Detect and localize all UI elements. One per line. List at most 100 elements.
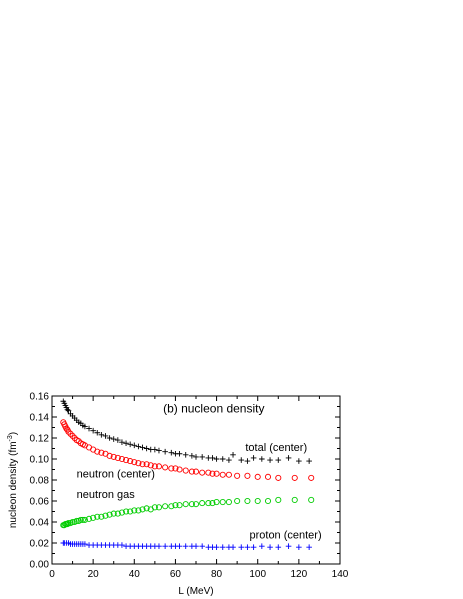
data-point	[114, 454, 121, 462]
data-point	[64, 406, 71, 413]
x-tick-label: 60	[170, 569, 182, 580]
data-point	[67, 430, 74, 437]
data-point	[152, 446, 158, 453]
data-point	[114, 510, 121, 517]
data-point	[115, 437, 121, 443]
data-point	[151, 504, 158, 511]
data-point	[230, 452, 236, 458]
data-point	[106, 452, 113, 459]
data-point	[213, 470, 220, 477]
data-point	[106, 435, 113, 441]
data-point	[238, 544, 245, 550]
data-point	[139, 506, 146, 513]
data-point	[94, 429, 101, 436]
data-point	[79, 516, 86, 523]
panel-title: (b) nucleon density	[163, 401, 264, 415]
data-point	[275, 496, 282, 504]
data-point	[162, 543, 168, 549]
data-point	[244, 458, 251, 464]
data-point	[209, 500, 216, 507]
data-point	[205, 500, 212, 507]
data-point	[98, 432, 105, 438]
series-3	[60, 540, 312, 550]
data-point	[168, 503, 175, 510]
data-point	[85, 515, 93, 522]
data-point	[82, 423, 88, 430]
data-point	[162, 503, 169, 510]
data-point	[110, 436, 117, 442]
data-point	[162, 448, 168, 455]
data-point	[296, 544, 302, 550]
data-point	[199, 543, 205, 549]
data-point	[193, 543, 199, 549]
data-point	[143, 505, 150, 512]
data-point	[189, 453, 195, 459]
data-point	[193, 454, 199, 460]
x-tick-label: 0	[49, 569, 55, 580]
data-point	[275, 474, 282, 481]
y-tick-label: 0.02	[30, 539, 50, 550]
data-point	[291, 496, 298, 504]
data-point	[308, 496, 315, 504]
data-point	[267, 544, 273, 550]
y-axis-label-sup: -3	[7, 435, 14, 441]
data-point	[296, 458, 302, 464]
data-point	[81, 516, 88, 523]
x-tick-label: 140	[332, 569, 349, 580]
data-point	[250, 544, 257, 550]
data-point	[110, 453, 117, 460]
data-point	[73, 517, 80, 525]
data-point	[127, 458, 134, 465]
y-tick-label: 0.06	[30, 497, 50, 508]
data-point	[275, 544, 282, 550]
data-point	[225, 471, 232, 478]
series-annotation-0: total (center)	[245, 442, 307, 454]
y-axis-label-main: nucleon density (fm	[8, 441, 19, 528]
data-point	[291, 474, 298, 481]
data-point	[139, 444, 146, 451]
data-point	[65, 407, 72, 414]
data-point	[69, 432, 76, 439]
x-axis-label: L (MeV)	[178, 586, 213, 597]
data-point	[219, 498, 226, 506]
data-point	[254, 497, 261, 505]
data-point	[127, 441, 133, 448]
data-point	[119, 542, 125, 548]
data-marks	[60, 398, 315, 550]
data-point	[127, 508, 134, 515]
data-point	[155, 463, 163, 470]
data-point	[209, 455, 216, 461]
data-point	[230, 544, 236, 550]
y-tick-label: 0.14	[30, 413, 50, 424]
data-point	[102, 433, 109, 439]
series-annotation-3: proton (center)	[249, 529, 321, 541]
data-point	[244, 497, 251, 505]
data-point	[94, 448, 101, 455]
data-point	[123, 440, 129, 447]
y-tick-label: 0.10	[30, 455, 50, 466]
data-point	[199, 469, 206, 476]
data-point	[139, 461, 146, 468]
data-point	[75, 438, 82, 445]
data-point	[156, 447, 162, 454]
data-point	[151, 463, 158, 470]
data-point	[135, 507, 142, 514]
data-point	[82, 541, 88, 547]
data-point	[65, 520, 72, 527]
ticks: 0 20 40 60 80 100 120 140 0.00 0.02 0.04 0.06 0.08 0.…	[30, 392, 349, 581]
data-point	[213, 544, 220, 550]
data-point	[285, 543, 292, 549]
data-point	[219, 471, 226, 478]
data-point	[63, 425, 70, 432]
data-point	[118, 509, 125, 516]
data-point	[176, 466, 183, 473]
data-point	[64, 521, 71, 528]
data-point	[131, 507, 138, 514]
data-point	[225, 498, 232, 506]
data-point	[172, 465, 179, 472]
data-point	[254, 473, 261, 480]
y-tick-label: 0.00	[30, 560, 50, 571]
data-point	[306, 544, 312, 550]
data-point	[182, 452, 189, 458]
